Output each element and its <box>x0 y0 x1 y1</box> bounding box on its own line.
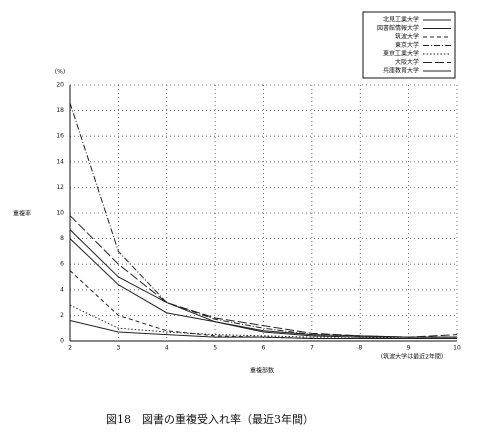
series-line <box>69 270 457 339</box>
y-tick-label: 4 <box>60 286 64 293</box>
x-tick-label: 2 <box>68 345 72 352</box>
y-tick-label: 2 <box>60 312 64 319</box>
series-line <box>69 215 458 338</box>
note: (筑波大学は最近2年間) <box>381 353 444 361</box>
legend-label: 兵庫教育大学 <box>383 67 419 75</box>
x-tick-label: 3 <box>116 345 120 352</box>
legend-label: 図書館情報大学 <box>377 24 419 32</box>
y-tick-label: 12 <box>56 184 64 191</box>
x-tick-label: 10 <box>453 345 461 352</box>
series-line <box>69 102 457 338</box>
caption: 図18 図書の重複受入れ率（最近3年間） <box>106 412 314 426</box>
x-tick-label: 6 <box>262 345 266 352</box>
y-tick-label: 20 <box>56 82 64 89</box>
y-tick-label: 18 <box>56 107 64 114</box>
y-tick-label: 16 <box>56 133 64 140</box>
x-tick-label: 9 <box>407 345 411 352</box>
y-tick-label: 8 <box>60 235 64 242</box>
x-tick-label: 4 <box>165 345 169 352</box>
y-tick-label: 14 <box>56 158 64 165</box>
x-axis-label: 重複部数 <box>250 367 274 375</box>
y-tick-label: 0 <box>60 338 64 345</box>
series-line <box>69 229 457 338</box>
legend-label: 東京大学 <box>395 41 419 49</box>
y-tick-label: 10 <box>56 210 64 217</box>
x-tick-label: 7 <box>310 345 314 352</box>
x-tick-label: 8 <box>358 345 362 352</box>
y-axis-label: 重複率 <box>13 210 31 218</box>
legend-box <box>362 11 456 79</box>
legend-label: 東京工業大学 <box>383 50 419 58</box>
y-tick-label: 6 <box>60 261 64 268</box>
legend-label: 北見工業大学 <box>383 16 419 24</box>
legend-label: 筑波大学 <box>395 33 419 41</box>
y-unit: (%) <box>55 69 65 76</box>
legend-label: 大阪大学 <box>395 58 419 66</box>
x-tick-label: 5 <box>213 345 217 352</box>
